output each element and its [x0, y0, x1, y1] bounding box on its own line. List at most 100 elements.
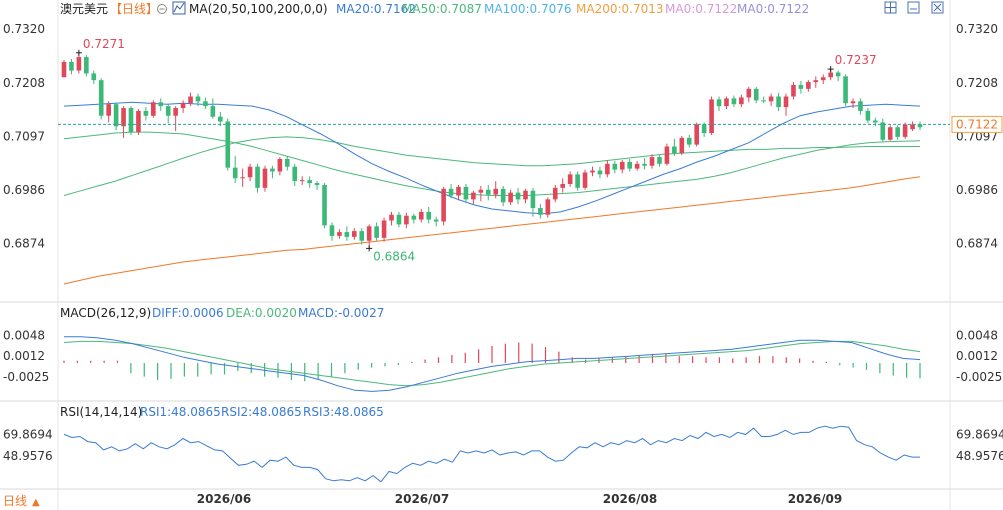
ma100-line — [63, 136, 920, 196]
candle — [307, 176, 312, 188]
rsi-polyline — [63, 425, 920, 483]
candle — [61, 59, 67, 78]
candle — [865, 108, 871, 124]
period-button[interactable]: 日线 ▲ — [3, 494, 40, 508]
candle — [389, 211, 394, 226]
candle — [820, 74, 826, 85]
minus-circle-icon[interactable] — [157, 4, 167, 14]
candle — [359, 228, 365, 245]
candle — [567, 171, 573, 187]
high-annotation: 0.7271 — [75, 37, 125, 56]
rsi2-value: RSI2:48.0865 — [221, 405, 302, 419]
candle — [672, 138, 677, 157]
ma100-polyline — [63, 136, 920, 196]
x-tick-label: 2026/09 — [788, 492, 842, 506]
candle — [731, 95, 737, 108]
candle — [746, 86, 752, 103]
candle — [523, 188, 528, 204]
candle — [203, 97, 208, 110]
x-tick-label: 2026/06 — [197, 492, 251, 506]
candle — [418, 208, 424, 223]
candle — [106, 101, 111, 123]
close-icon[interactable] — [931, 1, 944, 14]
candle — [314, 181, 320, 190]
candle — [761, 96, 766, 104]
macd-y-tick-right: 0.0012 — [956, 349, 998, 363]
candle — [329, 222, 335, 241]
candle — [158, 98, 164, 111]
candle — [880, 118, 886, 142]
macd-y-tick-right: 0.0048 — [956, 329, 998, 343]
candle — [113, 102, 119, 131]
candle — [232, 156, 238, 184]
candle — [136, 109, 141, 135]
macd-diff-value: DIFF:0.0006 — [152, 306, 224, 320]
candle — [679, 135, 685, 156]
x-tick-label: 2026/07 — [395, 492, 449, 506]
candle — [753, 86, 759, 104]
ma-legend-item: MA20:0.7162 — [336, 2, 416, 16]
period-label[interactable]: 【日线】 — [110, 2, 158, 16]
candle — [917, 121, 923, 131]
grid-icon[interactable] — [884, 1, 897, 14]
candle — [448, 183, 454, 199]
candle — [180, 100, 186, 113]
rsi-title: RSI(14,14,14) — [60, 405, 142, 419]
candle — [508, 189, 513, 206]
candle — [887, 125, 893, 141]
rsi1-value: RSI1:48.0865 — [140, 405, 221, 419]
candle — [627, 159, 633, 172]
y-tick-right: 0.7208 — [956, 76, 998, 90]
rsi-y-tick-left: 48.9576 — [3, 449, 53, 463]
candle — [590, 166, 595, 177]
candle — [284, 156, 290, 171]
candle — [768, 93, 774, 107]
candle — [605, 159, 610, 178]
candle — [552, 184, 558, 203]
candle — [642, 158, 647, 170]
ma-legend-item: MA50:0.7087 — [402, 2, 482, 16]
candle — [530, 187, 536, 217]
candle — [739, 94, 744, 108]
candle — [366, 224, 372, 249]
candle — [322, 183, 327, 229]
candle — [835, 70, 841, 82]
candle — [806, 80, 811, 92]
macd-lines — [63, 336, 921, 392]
candle — [441, 186, 446, 226]
candle — [902, 122, 908, 139]
high-annotation: 0.7237 — [827, 53, 877, 73]
candle — [173, 106, 178, 132]
candle — [716, 96, 722, 111]
macd-y-tick-left: -0.0025 — [3, 370, 49, 384]
rsi-line — [63, 425, 920, 483]
ma-legend-item: MA0:0.7122 — [737, 2, 809, 16]
macd-title: MACD(26,12,9) — [60, 306, 151, 320]
candle — [686, 134, 692, 148]
chart-indicator-icon[interactable] — [172, 1, 186, 15]
minimize-icon[interactable] — [907, 1, 920, 14]
candle — [515, 187, 521, 205]
candle — [84, 55, 89, 77]
candle — [649, 154, 655, 169]
candle — [709, 96, 714, 135]
candle — [858, 98, 863, 115]
macd-y-tick-left: 0.0012 — [3, 349, 45, 363]
candle — [612, 160, 618, 174]
macd-dea-value: DEA:0.0020 — [226, 306, 297, 320]
candle — [433, 216, 439, 227]
macd-y-tick-left: 0.0048 — [3, 329, 45, 343]
candle — [404, 212, 409, 229]
y-tick-left: 0.6874 — [3, 237, 45, 251]
candle — [478, 185, 484, 202]
ma200-line — [63, 176, 921, 285]
candle — [791, 82, 796, 100]
candle — [724, 96, 729, 110]
candle — [351, 228, 357, 240]
candle — [381, 217, 387, 242]
candle — [121, 106, 126, 138]
candle — [538, 204, 543, 219]
low-annotation: 0.6864 — [366, 245, 415, 263]
candle — [374, 222, 379, 241]
